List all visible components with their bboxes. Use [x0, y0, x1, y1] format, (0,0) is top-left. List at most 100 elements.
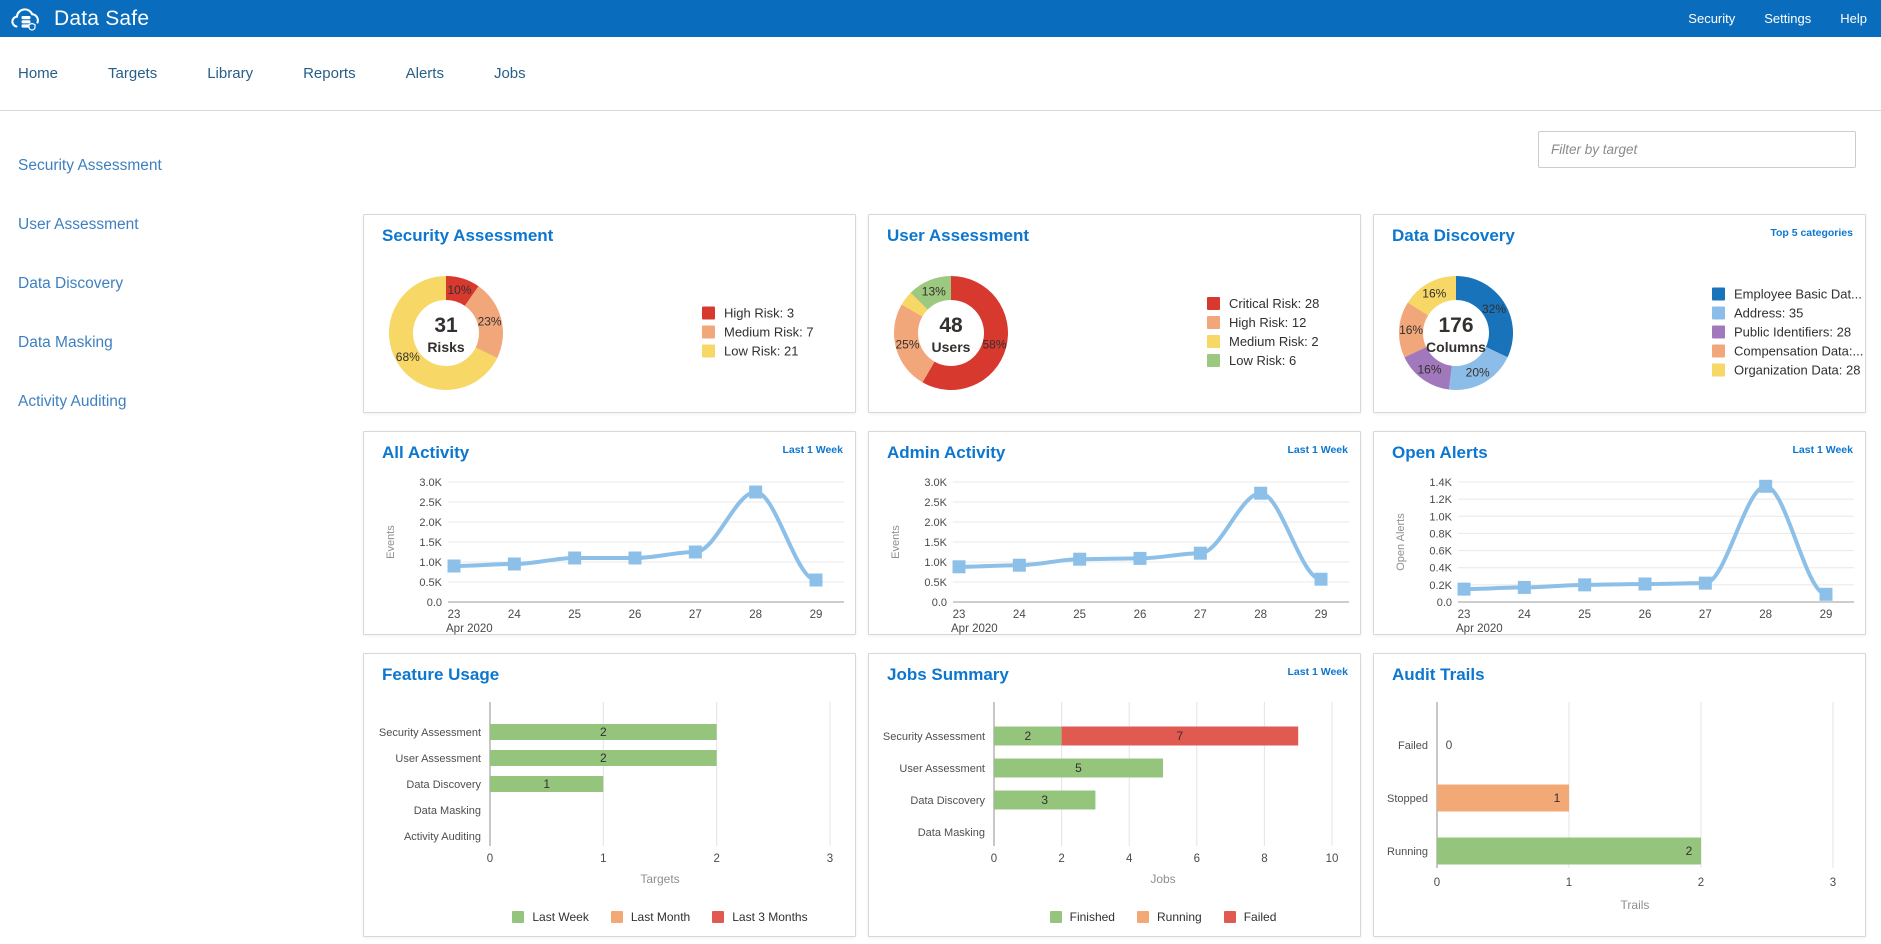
svg-text:13%: 13% — [922, 284, 946, 298]
svg-text:0.5K: 0.5K — [419, 577, 442, 589]
sidebar-item-user-assessment[interactable]: User Assessment — [18, 216, 139, 233]
admin-activity-chart: 0.0 0.5K 1.0K 1.5K 2.0K 2.5K 3.0K Events 23 24 25 2… — [869, 468, 1360, 635]
legend-swatch — [1207, 334, 1220, 348]
card-title[interactable]: Jobs Summary — [887, 665, 1009, 684]
svg-text:0: 0 — [487, 853, 493, 865]
svg-text:0.0: 0.0 — [1437, 597, 1452, 609]
svg-text:25: 25 — [1073, 609, 1086, 621]
card-feature-usage: Feature Usage 0 1 2 3 Targets Security Assess… — [363, 653, 856, 937]
svg-text:User Assessment: User Assessment — [395, 753, 481, 765]
svg-text:Columns: Columns — [1426, 339, 1486, 355]
legend-item: Medium Risk: 2 — [1207, 334, 1319, 349]
card-title[interactable]: User Assessment — [887, 226, 1030, 245]
legend-item: Last Month — [610, 910, 690, 924]
tab-reports[interactable]: Reports — [303, 65, 356, 82]
card-audit-trails: Audit Trails 0 1 2 3 Trails Failed Stopped Runn… — [1373, 653, 1866, 937]
card-title[interactable]: Audit Trails — [1392, 665, 1485, 684]
tab-alerts[interactable]: Alerts — [405, 65, 444, 82]
legend-label: Medium Risk: 7 — [724, 324, 814, 339]
line-chart-svg: 0.0 0.2K 0.4K 0.6K 0.8K 1.0K 1.2K 1.4K Open Aler… — [1395, 477, 1854, 635]
legend-item: Low Risk: 6 — [1207, 353, 1319, 368]
header-link-settings[interactable]: Settings — [1764, 11, 1812, 26]
svg-text:Security Assessment: Security Assessment — [883, 731, 985, 743]
svg-text:25%: 25% — [895, 338, 919, 352]
svg-text:1.0K: 1.0K — [924, 557, 947, 569]
svg-text:24: 24 — [1518, 609, 1531, 621]
line-chart-svg: 0.0 0.5K 1.0K 1.5K 2.0K 2.5K 3.0K Events 23 24 25 2… — [385, 477, 844, 635]
card-title[interactable]: Security Assessment — [382, 226, 554, 245]
sidebar-item-data-discovery[interactable]: Data Discovery — [18, 275, 124, 292]
sidebar: Security Assessment User Assessment Data… — [0, 111, 363, 452]
legend-item: Address: 35 — [1712, 305, 1863, 320]
svg-text:Data Discovery: Data Discovery — [910, 795, 985, 807]
bar-chart-svg: 0 1 2 3 Targets Security Assessment User Asses… — [379, 702, 833, 886]
legend-label: Last 3 Months — [732, 910, 808, 924]
svg-text:24: 24 — [1013, 609, 1026, 621]
sidebar-item-security-assessment[interactable]: Security Assessment — [18, 157, 162, 174]
svg-text:1.0K: 1.0K — [1429, 511, 1452, 523]
svg-text:16%: 16% — [1399, 323, 1423, 337]
security-assessment-chart: 10% 23% 68% 31 Risks High Risk: 3 Medium Risk:… — [364, 251, 855, 412]
svg-text:2.0K: 2.0K — [419, 517, 442, 529]
header-link-security[interactable]: Security — [1688, 11, 1736, 26]
svg-text:Apr 2020: Apr 2020 — [446, 623, 493, 635]
svg-text:Data Masking: Data Masking — [918, 827, 985, 839]
header-link-help[interactable]: Help — [1840, 11, 1867, 26]
card-title[interactable]: All Activity — [382, 443, 470, 462]
donut-legend: High Risk: 3 Medium Risk: 7 Low Risk: 21 — [702, 301, 814, 362]
card-badge-last-1-week: Last 1 Week — [1287, 666, 1348, 678]
svg-text:Security Assessment: Security Assessment — [379, 727, 481, 739]
svg-text:1: 1 — [1566, 877, 1572, 889]
card-title[interactable]: Admin Activity — [887, 443, 1006, 462]
legend-swatch — [1207, 353, 1220, 367]
tab-home[interactable]: Home — [18, 65, 59, 82]
card-title[interactable]: Data Discovery — [1392, 226, 1515, 245]
svg-text:3.0K: 3.0K — [924, 477, 947, 489]
svg-text:29: 29 — [1315, 609, 1328, 621]
svg-text:2: 2 — [1058, 853, 1064, 865]
svg-text:31: 31 — [434, 314, 458, 337]
svg-text:29: 29 — [1820, 609, 1833, 621]
target-filter-input[interactable] — [1538, 131, 1856, 168]
svg-text:Data Masking: Data Masking — [414, 805, 481, 817]
svg-text:Apr 2020: Apr 2020 — [951, 623, 998, 635]
card-title[interactable]: Feature Usage — [382, 665, 500, 684]
sidebar-item-activity-auditing[interactable]: Activity Auditing — [18, 393, 127, 410]
svg-text:0.5K: 0.5K — [924, 577, 947, 589]
svg-text:5: 5 — [1075, 761, 1082, 775]
legend-swatch — [610, 911, 623, 923]
tab-library[interactable]: Library — [207, 65, 254, 82]
svg-text:3.0K: 3.0K — [419, 477, 442, 489]
svg-text:3: 3 — [827, 853, 833, 865]
card-badge-top-5-categories: Top 5 categories — [1770, 227, 1853, 239]
legend-swatch — [1712, 344, 1725, 357]
legend-swatch — [1712, 325, 1725, 338]
svg-text:0: 0 — [991, 853, 997, 865]
legend-item: Medium Risk: 7 — [702, 324, 814, 339]
svg-text:16%: 16% — [1422, 287, 1446, 301]
svg-text:10: 10 — [1326, 853, 1339, 865]
legend-swatch — [1207, 315, 1220, 329]
svg-text:2.0K: 2.0K — [924, 517, 947, 529]
svg-text:0.0: 0.0 — [427, 597, 442, 609]
tab-targets[interactable]: Targets — [108, 65, 158, 82]
svg-text:1.4K: 1.4K — [1429, 477, 1452, 489]
legend-label: Organization Data: 28 — [1734, 362, 1861, 377]
sidebar-item-data-masking[interactable]: Data Masking — [18, 334, 113, 351]
svg-text:Running: Running — [1387, 846, 1428, 858]
legend-label: High Risk: 12 — [1229, 314, 1307, 330]
svg-text:2: 2 — [1024, 729, 1031, 743]
svg-text:Stopped: Stopped — [1387, 793, 1428, 805]
cloud-database-icon — [9, 5, 43, 33]
svg-text:Trails: Trails — [1621, 898, 1650, 912]
tab-jobs[interactable]: Jobs — [493, 65, 526, 82]
svg-text:10%: 10% — [447, 283, 471, 297]
bar-chart-svg: 0 2 4 6 8 10 Jobs Security Assessment User Asses… — [883, 702, 1339, 886]
svg-text:23: 23 — [953, 609, 966, 621]
legend-swatch — [512, 911, 525, 923]
svg-text:2: 2 — [1686, 844, 1693, 858]
legend-item: Running — [1136, 910, 1202, 924]
svg-text:23%: 23% — [478, 315, 502, 329]
card-title[interactable]: Open Alerts — [1392, 443, 1488, 462]
card-jobs-summary: Jobs Summary Last 1 Week 0 2 4 6 8 10 Jobs Secu… — [868, 653, 1361, 937]
